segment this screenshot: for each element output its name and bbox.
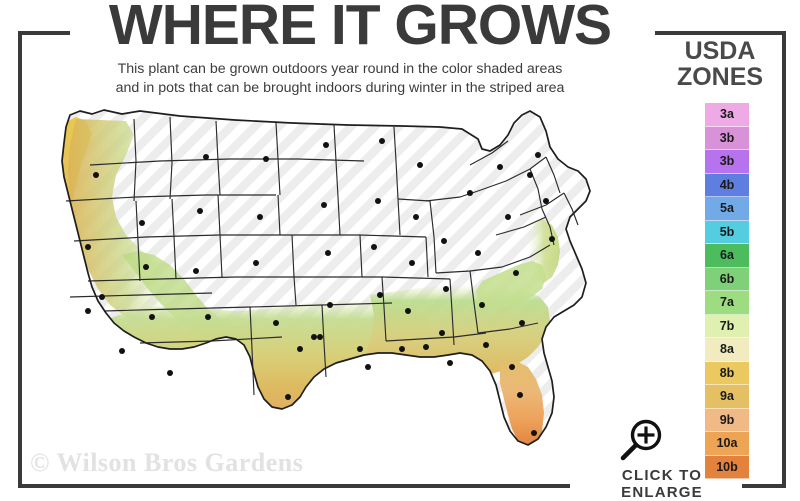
frame-bottom-right-stub: [742, 484, 786, 488]
subtitle: This plant can be grown outdoors year ro…: [40, 60, 640, 98]
legend-swatch-6b-7: 6b: [705, 267, 749, 291]
legend-title-line-2: ZONES: [676, 63, 764, 91]
legend-swatch-8b-11: 8b: [705, 361, 749, 385]
legend-title: USDA ZONES: [660, 38, 780, 90]
state-borders: [65, 116, 579, 396]
legend-swatch-9a-12: 9a: [705, 385, 749, 409]
subtitle-line-1: This plant can be grown outdoors year ro…: [117, 61, 563, 77]
legend-swatch-5a-4: 5a: [705, 197, 749, 221]
legend-swatch-6a-6: 6a: [705, 244, 749, 268]
usa-hardiness-zone-map[interactable]: [30, 105, 650, 455]
legend-swatch-4b-3: 4b: [705, 173, 749, 197]
legend-swatch-7b-9: 7b: [705, 314, 749, 338]
frame-top-left-stub: [18, 31, 70, 35]
country-outline: [61, 109, 591, 446]
subtitle-line-2: and in pots that can be brought indoors …: [115, 80, 565, 96]
frame-top-right-stub: [655, 31, 786, 35]
legend-swatch-7a-8: 7a: [705, 291, 749, 315]
watermark: © Wilson Bros Gardens: [30, 448, 304, 477]
frame-left-border: [18, 31, 22, 488]
legend-swatch-5b-5: 5b: [705, 220, 749, 244]
legend-title-line-1: USDA: [684, 37, 756, 65]
magnifier-plus-icon[interactable]: [616, 418, 664, 466]
region-carolina-piedmont: [476, 261, 546, 307]
frame-bottom-border: [18, 484, 570, 488]
usda-zone-legend: 3a 3b 3b 4b 5a 5b 6a 6b 7a 7b 8a 8b 9a 9b 10a 10b: [705, 103, 749, 479]
page-title: WHERE IT GROWS: [108, 0, 612, 57]
legend-swatch-3b-1: 3b: [705, 126, 749, 150]
region-florida: [500, 361, 544, 445]
click-to-enlarge-label[interactable]: CLICK TO ENLARGE: [621, 467, 703, 501]
frame-right-border: [782, 31, 786, 488]
legend-swatch-10b-15: 10b: [705, 455, 749, 479]
city-dots: [85, 138, 555, 436]
usa-map-svg: [61, 109, 591, 446]
legend-swatch-3b-2: 3b: [705, 150, 749, 174]
legend-swatch-10a-14: 10a: [705, 432, 749, 456]
legend-swatch-9b-13: 9b: [705, 408, 749, 432]
legend-swatch-3a-0: 3a: [705, 103, 749, 127]
legend-swatch-8a-10: 8a: [705, 338, 749, 362]
